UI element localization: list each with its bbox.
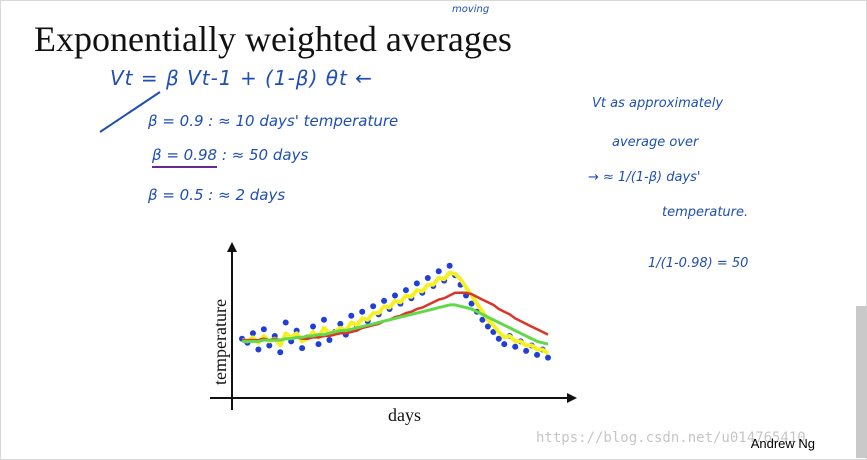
x-axis-arrow <box>567 393 577 403</box>
temperature-point <box>534 351 541 358</box>
temperature-point <box>359 308 366 315</box>
temperature-point <box>282 319 289 326</box>
temperature-point <box>435 268 442 275</box>
temperature-point <box>545 354 551 361</box>
temperature-point <box>348 312 355 319</box>
temperature-point <box>402 287 409 294</box>
note-50: 1/(1-0.98) = 50 <box>648 256 749 271</box>
temperature-point <box>320 316 327 323</box>
temperature-point <box>413 280 420 287</box>
temperature-point <box>468 300 475 307</box>
temperature-point <box>381 297 388 304</box>
ewa-equation: Vt = β Vt-1 + (1-β) θt ← <box>110 66 373 90</box>
temperature-point <box>326 337 333 344</box>
temperature-point <box>484 323 491 330</box>
temperature-point <box>255 346 262 353</box>
average-line-beta_0-98 <box>242 303 549 346</box>
beta-0-9-row: β = 0.9 : ≈ 10 days' temperature <box>148 112 399 130</box>
x-axis-label: days <box>388 405 421 425</box>
temperature-point <box>446 262 453 269</box>
note-temperature: temperature. <box>662 205 749 220</box>
temperature-point <box>512 343 519 350</box>
scrollbar[interactable] <box>856 306 867 458</box>
watermark: https://blog.csdn.net/u014765410 <box>536 430 806 446</box>
temperature-point <box>370 303 377 310</box>
note-average: average over <box>612 135 699 150</box>
temperature-point <box>337 320 344 327</box>
temperature-point <box>490 328 497 335</box>
beta-0-98-approx: : ≈ 50 days <box>217 146 309 164</box>
author-name: Andrew Ng <box>750 436 815 451</box>
temperature-point <box>277 349 284 356</box>
temperature-point <box>501 341 508 348</box>
average-line-beta_0-5 <box>241 270 550 356</box>
moving-annotation: moving <box>452 4 490 15</box>
y-axis-label: temperature <box>210 299 230 385</box>
temperature-point <box>424 274 431 281</box>
temperature-point <box>479 316 486 323</box>
temperature-point <box>392 292 398 299</box>
temperature-point <box>266 342 273 349</box>
temperature-point <box>523 347 530 354</box>
slide-title: Exponentially weighted averages <box>34 19 512 59</box>
temperature-point <box>495 335 502 342</box>
beta-0-98-row: β = 0.98 : ≈ 50 days <box>152 146 309 168</box>
temperature-point <box>260 326 267 333</box>
note-approx: Vt as approximately <box>592 96 724 111</box>
temperature-point <box>299 345 306 352</box>
beta-0-5-row: β = 0.5 : ≈ 2 days <box>148 186 286 204</box>
temperature-point <box>310 323 317 330</box>
y-axis-arrow <box>227 242 237 252</box>
temperature-point <box>249 330 256 337</box>
pointer-arrow <box>99 91 161 133</box>
beta-0-98-label: β = 0.98 <box>152 146 218 168</box>
note-days: → ≈ 1/(1-β) days' <box>588 170 701 185</box>
temperature-point <box>315 341 322 348</box>
